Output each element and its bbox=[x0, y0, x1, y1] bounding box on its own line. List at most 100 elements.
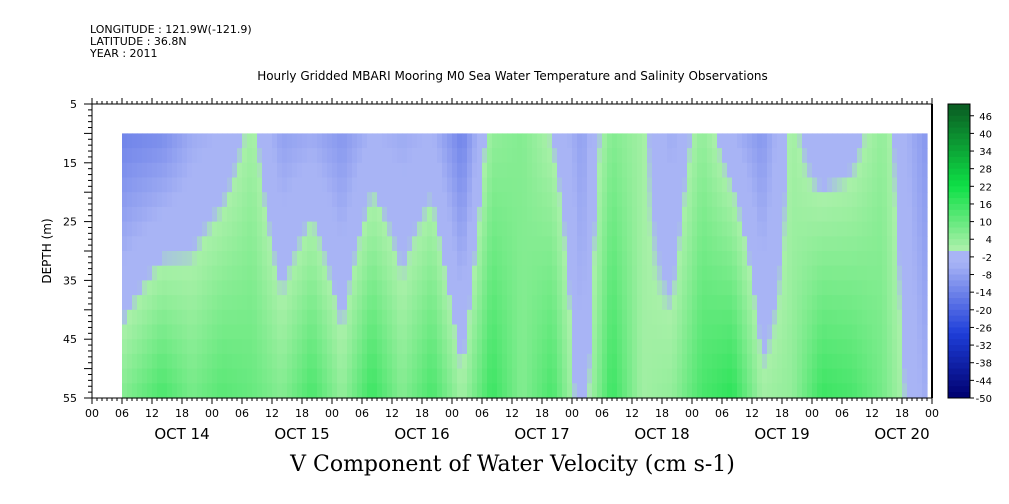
heatmap-cell bbox=[842, 265, 848, 281]
heatmap-cell bbox=[612, 280, 618, 296]
heatmap-cell bbox=[322, 206, 328, 223]
heatmap-cell bbox=[907, 280, 913, 296]
heatmap-cell bbox=[457, 368, 463, 384]
heatmap-cell bbox=[337, 236, 343, 252]
heatmap-cell bbox=[602, 265, 608, 281]
heatmap-cell bbox=[297, 309, 303, 326]
heatmap-cell bbox=[252, 295, 258, 311]
heatmap-cell bbox=[377, 324, 383, 340]
heatmap-cell bbox=[492, 133, 498, 149]
heatmap-cell bbox=[657, 177, 663, 193]
heatmap-cell bbox=[602, 280, 608, 296]
heatmap-cell bbox=[327, 206, 333, 223]
heatmap-cell bbox=[922, 206, 928, 223]
heatmap-cell bbox=[437, 221, 443, 237]
heatmap-cell bbox=[522, 324, 528, 340]
heatmap-cell bbox=[672, 177, 678, 193]
heatmap-cell bbox=[882, 177, 888, 193]
heatmap-cell bbox=[397, 309, 403, 326]
heatmap-cell bbox=[542, 368, 548, 384]
heatmap-cell bbox=[872, 295, 878, 311]
heatmap-cell bbox=[852, 324, 858, 340]
heatmap-cell bbox=[697, 295, 703, 311]
heatmap-cell bbox=[287, 177, 293, 193]
heatmap-cell bbox=[822, 133, 828, 149]
heatmap-cell bbox=[477, 383, 483, 399]
colorbar-label: 16 bbox=[979, 200, 992, 211]
heatmap-cell bbox=[417, 177, 423, 193]
heatmap-cell bbox=[827, 221, 833, 237]
heatmap-cell bbox=[782, 177, 788, 193]
heatmap-cell bbox=[912, 368, 918, 384]
heatmap-cell bbox=[877, 295, 883, 311]
colorbar-swatch bbox=[948, 192, 970, 199]
heatmap-cell bbox=[732, 251, 738, 267]
heatmap-cell bbox=[607, 280, 613, 296]
heatmap-cell bbox=[642, 339, 648, 355]
heatmap-cell bbox=[777, 251, 783, 267]
heatmap-cell bbox=[682, 177, 688, 193]
heatmap-cell bbox=[342, 162, 348, 179]
heatmap-cell bbox=[832, 324, 838, 340]
heatmap-cell bbox=[372, 206, 378, 223]
heatmap-cell bbox=[822, 368, 828, 384]
heatmap-cell bbox=[902, 148, 908, 164]
heatmap-cell bbox=[917, 309, 923, 326]
heatmap-cell bbox=[407, 265, 413, 281]
heatmap-cell bbox=[737, 133, 743, 149]
heatmap-cell bbox=[597, 368, 603, 384]
heatmap-cell bbox=[882, 148, 888, 164]
heatmap-cell bbox=[857, 133, 863, 149]
x-tick-label: 00 bbox=[85, 407, 99, 420]
heatmap-cell bbox=[587, 221, 593, 237]
heatmap-cell bbox=[497, 339, 503, 355]
heatmap-cell bbox=[222, 148, 228, 164]
heatmap-cell bbox=[212, 309, 218, 326]
heatmap-cell bbox=[912, 339, 918, 355]
heatmap-cell bbox=[837, 324, 843, 340]
heatmap-cell bbox=[152, 206, 158, 223]
heatmap-cell bbox=[202, 383, 208, 399]
heatmap-cell bbox=[687, 265, 693, 281]
heatmap-cell bbox=[702, 324, 708, 340]
heatmap-cell bbox=[572, 192, 578, 208]
heatmap-cell bbox=[132, 177, 138, 193]
heatmap-cell bbox=[537, 265, 543, 281]
heatmap-cell bbox=[592, 324, 598, 340]
heatmap-cell bbox=[837, 236, 843, 252]
heatmap-cell bbox=[382, 295, 388, 311]
heatmap-cell bbox=[272, 280, 278, 296]
heatmap-cell bbox=[327, 309, 333, 326]
heatmap-cell bbox=[257, 324, 263, 340]
colorbar-swatch bbox=[948, 186, 970, 193]
heatmap-cell bbox=[502, 236, 508, 252]
heatmap-cell bbox=[442, 221, 448, 237]
heatmap-cell bbox=[847, 206, 853, 223]
heatmap-cell bbox=[742, 192, 748, 208]
heatmap-cell bbox=[402, 133, 408, 149]
heatmap-cell bbox=[467, 339, 473, 355]
heatmap-cell bbox=[122, 265, 128, 281]
heatmap-cell bbox=[687, 177, 693, 193]
heatmap-cell bbox=[797, 221, 803, 237]
heatmap-cell bbox=[502, 133, 508, 149]
heatmap-cell bbox=[617, 383, 623, 399]
heatmap-cell bbox=[342, 177, 348, 193]
heatmap-cell bbox=[477, 148, 483, 164]
heatmap-cell bbox=[862, 295, 868, 311]
heatmap-cell bbox=[697, 265, 703, 281]
heatmap-cell bbox=[802, 324, 808, 340]
heatmap-cell bbox=[397, 177, 403, 193]
heatmap-cell bbox=[802, 162, 808, 179]
heatmap-cell bbox=[662, 383, 668, 399]
heatmap-cell bbox=[267, 324, 273, 340]
heatmap-cell bbox=[267, 295, 273, 311]
heatmap-cell bbox=[842, 383, 848, 399]
heatmap-cell bbox=[292, 162, 298, 179]
heatmap-cell bbox=[237, 265, 243, 281]
heatmap-cell bbox=[522, 339, 528, 355]
heatmap-cell bbox=[537, 353, 543, 370]
heatmap-cell bbox=[482, 148, 488, 164]
heatmap-cell bbox=[562, 206, 568, 223]
heatmap-cell bbox=[872, 192, 878, 208]
